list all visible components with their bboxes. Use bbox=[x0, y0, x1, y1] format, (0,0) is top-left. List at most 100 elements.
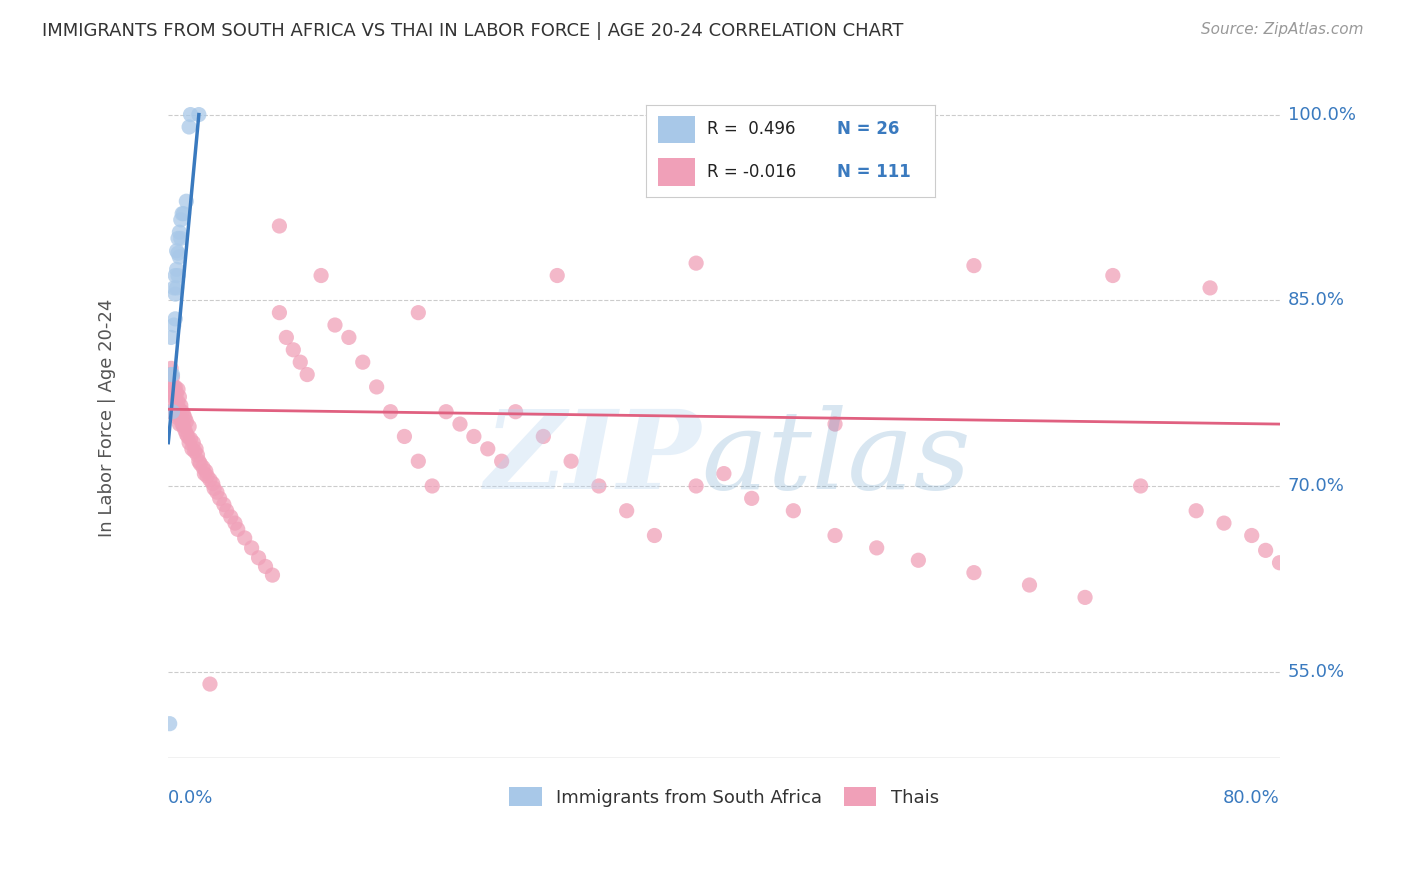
Point bbox=[179, 435, 201, 450]
Point bbox=[546, 268, 568, 283]
Point bbox=[183, 444, 205, 458]
Point bbox=[169, 402, 191, 417]
Text: In Labor Force | Age 20-24: In Labor Force | Age 20-24 bbox=[98, 299, 117, 537]
Point bbox=[254, 559, 277, 574]
Point bbox=[180, 107, 202, 121]
Point bbox=[181, 435, 204, 450]
Point bbox=[167, 383, 190, 397]
Point bbox=[1129, 479, 1152, 493]
Point bbox=[824, 417, 846, 431]
Point bbox=[195, 469, 218, 483]
Point bbox=[824, 528, 846, 542]
Point bbox=[173, 206, 195, 220]
Point bbox=[208, 491, 231, 506]
Point bbox=[963, 259, 986, 273]
Point bbox=[165, 407, 187, 421]
Point bbox=[1240, 528, 1263, 542]
Point bbox=[165, 380, 187, 394]
Point bbox=[685, 256, 707, 270]
Point bbox=[173, 419, 195, 434]
Text: atlas: atlas bbox=[702, 405, 972, 513]
Point bbox=[215, 504, 238, 518]
Point bbox=[162, 370, 184, 384]
Point bbox=[1268, 556, 1291, 570]
Point bbox=[162, 405, 184, 419]
Text: IMMIGRANTS FROM SOUTH AFRICA VS THAI IN LABOR FORCE | AGE 20-24 CORRELATION CHAR: IMMIGRANTS FROM SOUTH AFRICA VS THAI IN … bbox=[42, 22, 904, 40]
Point bbox=[163, 318, 186, 332]
Point bbox=[1074, 591, 1097, 605]
Point bbox=[408, 454, 430, 468]
Point bbox=[782, 504, 804, 518]
Text: 70.0%: 70.0% bbox=[1288, 477, 1344, 495]
Point bbox=[262, 568, 284, 582]
Point bbox=[176, 427, 198, 442]
Point bbox=[741, 491, 763, 506]
Point bbox=[167, 246, 190, 260]
Point bbox=[408, 306, 430, 320]
Point bbox=[172, 206, 194, 220]
Point bbox=[176, 194, 198, 209]
Point bbox=[276, 330, 298, 344]
Point bbox=[163, 386, 186, 401]
Point bbox=[866, 541, 889, 555]
Point bbox=[179, 419, 201, 434]
Point bbox=[172, 405, 194, 419]
Point bbox=[283, 343, 305, 357]
Point bbox=[491, 454, 513, 468]
Point bbox=[337, 330, 360, 344]
Point bbox=[1254, 543, 1277, 558]
Point bbox=[198, 473, 221, 487]
Point bbox=[176, 415, 198, 429]
Point bbox=[1018, 578, 1040, 592]
Point bbox=[166, 244, 188, 258]
Point bbox=[269, 219, 291, 233]
Point bbox=[160, 386, 183, 401]
Point bbox=[163, 380, 186, 394]
Point bbox=[179, 120, 201, 134]
Point bbox=[186, 448, 208, 462]
Point bbox=[166, 402, 188, 417]
Point bbox=[1213, 516, 1236, 530]
Point bbox=[366, 380, 388, 394]
Point bbox=[240, 541, 263, 555]
Point bbox=[205, 485, 228, 500]
Point bbox=[169, 225, 191, 239]
Point bbox=[167, 268, 190, 283]
Point bbox=[169, 390, 191, 404]
Point bbox=[907, 553, 929, 567]
Point bbox=[184, 442, 207, 456]
Point bbox=[394, 429, 416, 443]
Point bbox=[194, 464, 217, 478]
Legend: Immigrants from South Africa, Thais: Immigrants from South Africa, Thais bbox=[502, 780, 946, 814]
Text: Source: ZipAtlas.com: Source: ZipAtlas.com bbox=[1201, 22, 1364, 37]
Point bbox=[685, 479, 707, 493]
Point bbox=[616, 504, 638, 518]
Point bbox=[166, 262, 188, 277]
Point bbox=[713, 467, 735, 481]
Point bbox=[505, 405, 527, 419]
Point bbox=[352, 355, 374, 369]
Point bbox=[170, 212, 193, 227]
Point bbox=[1199, 281, 1222, 295]
Point bbox=[233, 531, 256, 545]
Point bbox=[420, 479, 443, 493]
Point bbox=[449, 417, 471, 431]
Point bbox=[187, 454, 209, 468]
Point bbox=[224, 516, 246, 530]
Point bbox=[165, 268, 187, 283]
Point bbox=[198, 677, 221, 691]
Point bbox=[180, 432, 202, 446]
Point bbox=[174, 423, 197, 437]
Point bbox=[167, 410, 190, 425]
Point bbox=[165, 287, 187, 301]
Point bbox=[167, 231, 190, 245]
Point bbox=[170, 410, 193, 425]
Point bbox=[187, 107, 209, 121]
Point bbox=[201, 476, 224, 491]
Point bbox=[163, 281, 186, 295]
Point bbox=[434, 405, 457, 419]
Text: 85.0%: 85.0% bbox=[1288, 292, 1346, 310]
Point bbox=[269, 306, 291, 320]
Point bbox=[963, 566, 986, 580]
Point bbox=[188, 457, 211, 471]
